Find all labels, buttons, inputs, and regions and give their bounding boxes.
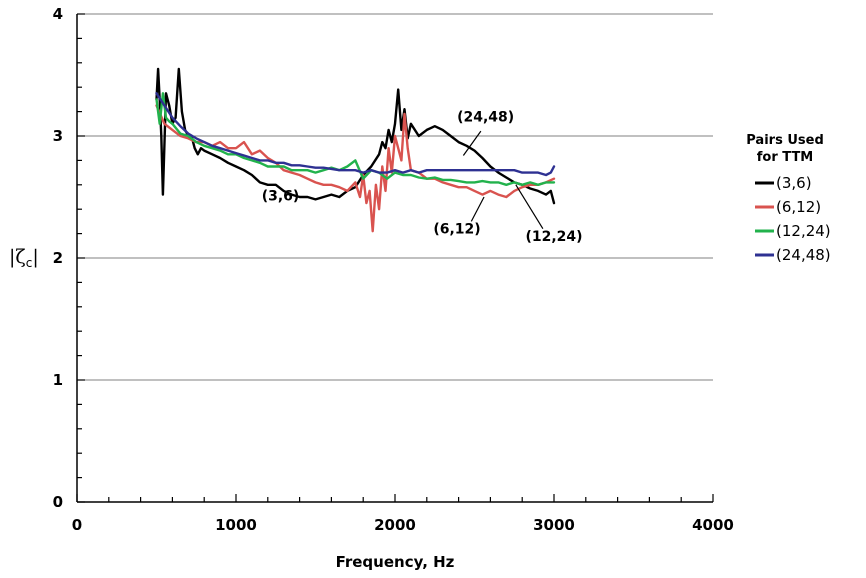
annotations: (24,48) (3,6) (6,12) (12,24): [262, 109, 583, 245]
y-axis-title: |ζc|: [9, 246, 39, 270]
annotation-leader: [462, 130, 482, 156]
grid-lines: [77, 13, 713, 381]
annotation-label: (6,12): [433, 222, 480, 238]
legend-title: Pairs Used: [746, 133, 824, 148]
annotation-label: (24,48): [457, 109, 514, 125]
y-tick-label: 1: [53, 371, 63, 389]
series-line-3: [155, 92, 556, 177]
y-tick-label: 0: [53, 493, 63, 511]
data-series: [155, 67, 556, 233]
axis-titles: Frequency, Hz |ζc|: [9, 246, 455, 571]
axes: [76, 13, 714, 503]
x-tick-label: 1000: [215, 516, 257, 534]
legend-label: (6,12): [776, 198, 821, 216]
annotation-leader: [515, 184, 544, 230]
x-tick-label: 4000: [692, 516, 734, 534]
x-axis-title: Frequency, Hz: [336, 553, 455, 571]
x-tick-label: 0: [72, 516, 82, 534]
series-line-2: [155, 92, 556, 187]
legend-label: (12,24): [776, 222, 831, 240]
legend-label: (24,48): [776, 246, 831, 264]
legend-title: for TTM: [757, 150, 814, 165]
x-tick-label: 3000: [533, 516, 575, 534]
series-line-1: [155, 104, 556, 233]
annotation-label: (12,24): [525, 229, 582, 245]
tick-labels: 0 1 2 3 4 0 1000 2000 3000 4000: [53, 5, 734, 534]
y-tick-label: 4: [53, 5, 63, 23]
x-tick-label: 2000: [374, 516, 416, 534]
legend-label: (3,6): [776, 174, 812, 192]
y-tick-label: 3: [53, 127, 63, 145]
annotation-leader: [470, 196, 485, 222]
legend: Pairs Used for TTM (3,6) (6,12) (12,24) (24,4…: [746, 133, 830, 264]
y-tick-label: 2: [53, 249, 63, 267]
annotation-label: (3,6): [262, 189, 300, 205]
